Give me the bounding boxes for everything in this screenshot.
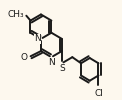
Text: CH₃: CH₃ <box>8 10 24 19</box>
Text: S: S <box>59 64 65 73</box>
Text: N: N <box>48 58 55 67</box>
Text: N: N <box>34 34 41 43</box>
Text: Cl: Cl <box>94 88 103 98</box>
Text: O: O <box>21 53 28 62</box>
